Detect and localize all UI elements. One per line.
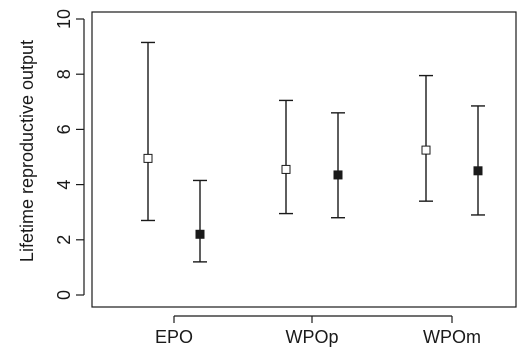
filled-square-point <box>333 170 343 180</box>
error-bar-group <box>193 179 207 263</box>
open-square-point <box>421 145 431 155</box>
open-square-point <box>143 153 153 163</box>
data-marks <box>141 41 485 263</box>
x-tick-label: WPOp <box>285 327 338 347</box>
y-axis-label: Lifetime reproductive output <box>17 40 37 262</box>
x-axis: EPO WPOp WPOm <box>155 315 481 347</box>
filled-square-point <box>195 229 205 239</box>
y-tick-label: 10 <box>54 9 74 29</box>
error-bar-group <box>141 41 155 222</box>
plot-frame <box>91 11 517 308</box>
y-tick-label: 0 <box>54 290 74 300</box>
y-tick-label: 2 <box>54 235 74 245</box>
x-tick-label: EPO <box>155 327 193 347</box>
error-bar-group <box>279 99 293 215</box>
open-square-point <box>281 164 291 174</box>
y-axis: 0 2 4 6 8 10 <box>54 9 85 300</box>
x-tick-label: WPOm <box>423 327 481 347</box>
filled-square-point <box>473 166 483 176</box>
y-tick-label: 8 <box>54 69 74 79</box>
error-bar-group <box>331 112 345 219</box>
y-tick-label: 4 <box>54 180 74 190</box>
error-bar-group <box>419 74 433 202</box>
error-bar-group <box>471 105 485 216</box>
y-tick-label: 6 <box>54 124 74 134</box>
